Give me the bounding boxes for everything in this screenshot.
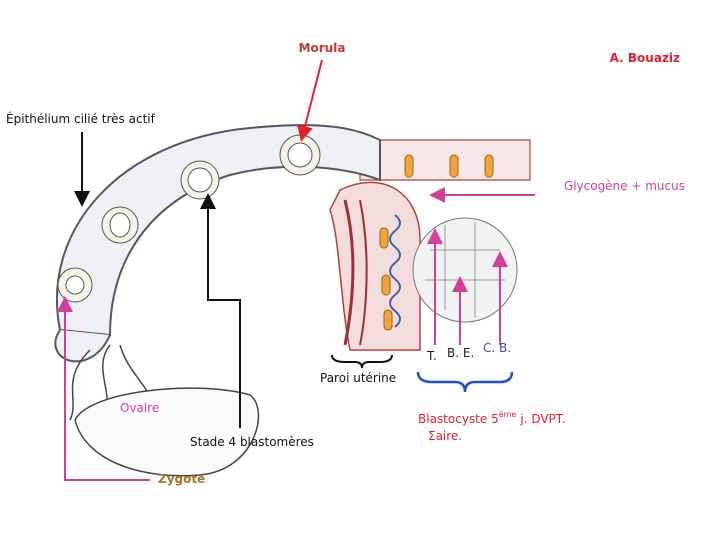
oviduct [54,124,381,421]
label: Paroi utérine [320,371,396,385]
embryos [57,134,518,323]
author: A. Bouaziz [610,51,680,65]
label: T. [426,349,437,363]
label: Épithélium cilié très actif [6,111,156,126]
label-part: Blastocyste 5 [418,412,499,426]
label: Ovaire [120,401,159,415]
ovary [74,387,260,477]
label-part: j. DVPT. [519,412,565,426]
label: Blastocyste 5ème j. DVPT. [418,409,566,426]
label-sup: ème [499,409,517,419]
label: Σaire. [428,429,462,443]
title: Morula [299,41,346,55]
label: Stade 4 blastomères [190,435,314,449]
label: C. B. [483,341,511,355]
uterus [329,139,531,351]
label: B. E. [447,346,474,360]
label: Zygote [158,472,205,486]
label: Glycogène + mucus [564,179,685,193]
arrows [57,59,535,481]
